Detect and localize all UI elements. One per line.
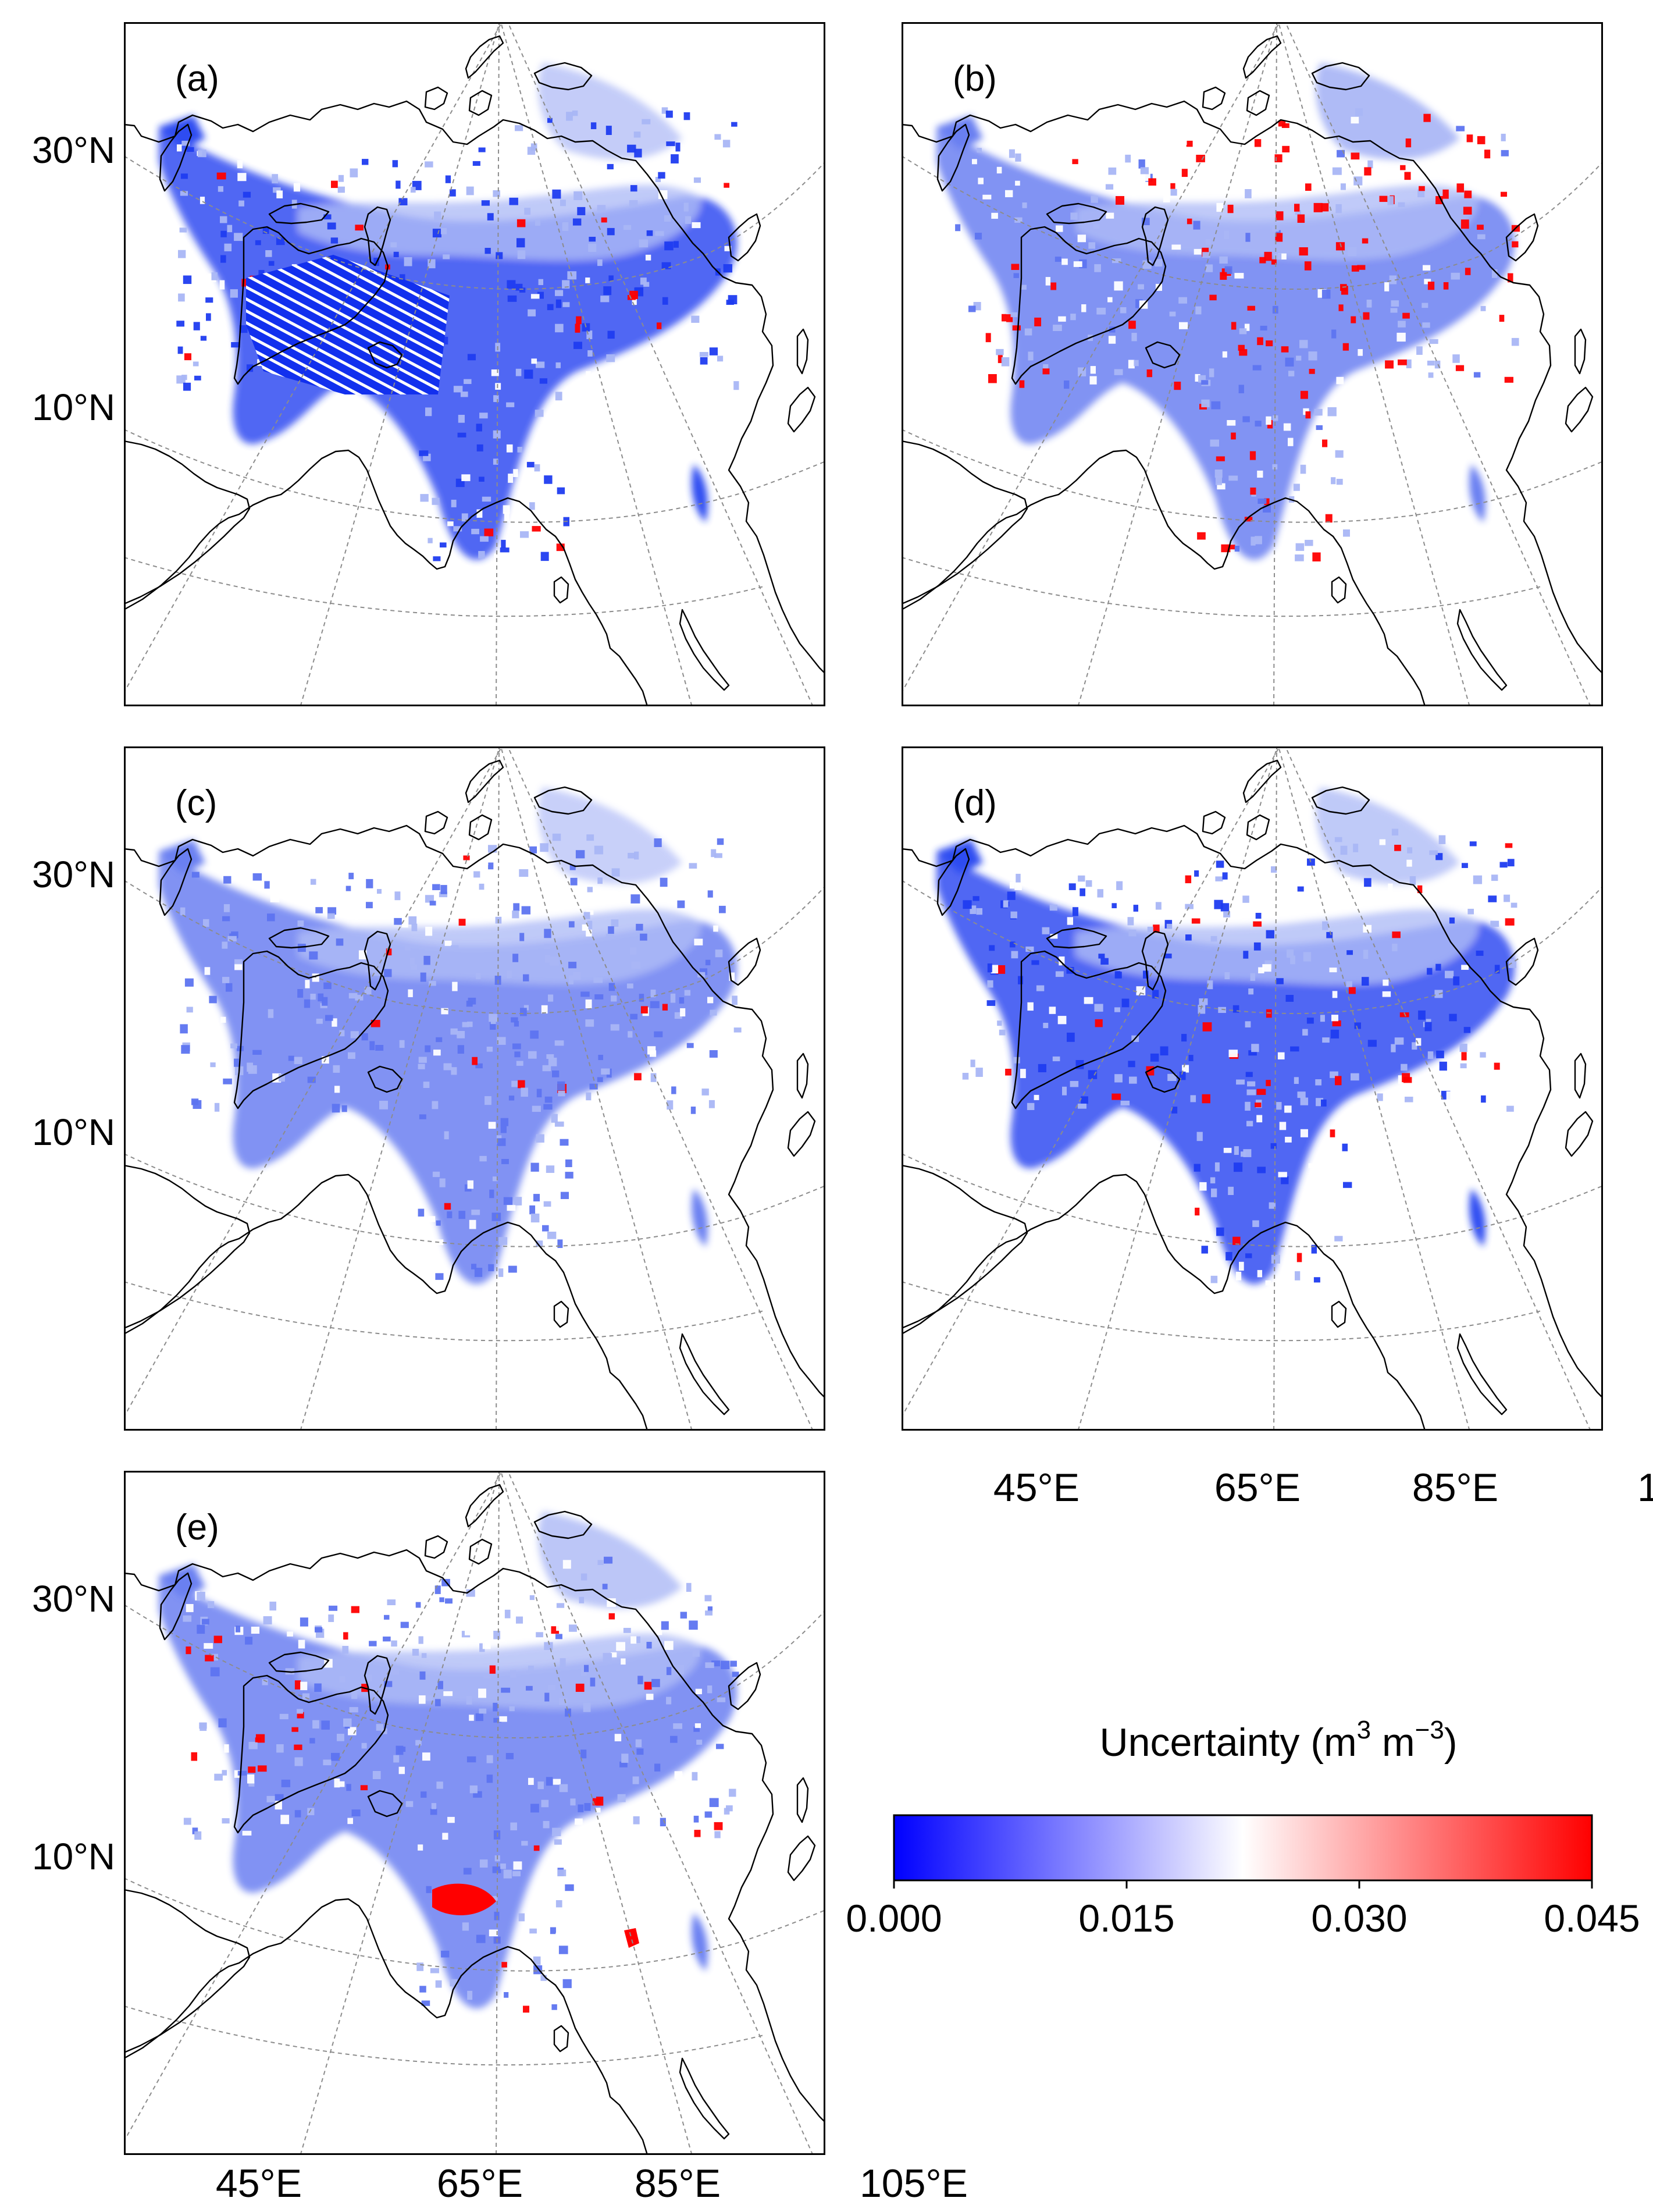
panel-label: (c): [175, 783, 217, 823]
lon-tick-label: 45°E: [993, 1466, 1080, 1510]
lon-tick-label: 85°E: [1412, 1466, 1498, 1510]
graticule: [124, 22, 825, 706]
lon-tick-label: 45°E: [216, 2161, 302, 2206]
lat-tick-label: 10°N: [32, 1111, 115, 1153]
colorbar-title: Uncertainty (m3 m−3): [1100, 1716, 1458, 1765]
satellite-swath-pattern: [246, 255, 450, 394]
lat-tick-label: 10°N: [32, 1836, 115, 1877]
lon-tick-label: 65°E: [1214, 1466, 1301, 1510]
graticule: [124, 746, 825, 1431]
graticule: [124, 1471, 825, 2155]
panel-label: (e): [175, 1507, 219, 1548]
map-panel-d: (d): [902, 746, 1603, 1431]
graticule: [902, 22, 1603, 706]
lat-tick-label: 10°N: [32, 386, 115, 428]
colorbar-tick-label: 0.000: [846, 1897, 942, 1940]
uncertainty-field: [936, 787, 1515, 1285]
colorbar-gradient: [893, 1814, 1593, 1882]
panel-label: (b): [953, 59, 997, 99]
high-uncertainty-patch: [432, 1883, 496, 1915]
coastlines: [902, 759, 1603, 1431]
map-panel-c: (c): [124, 746, 825, 1431]
lon-tick-label: 105°E: [860, 2161, 968, 2206]
graticule: [902, 746, 1603, 1431]
high-uncertainty-patch: [624, 1928, 639, 1948]
uncertainty-pixels: [962, 828, 1517, 1286]
colorbar: Uncertainty (m3 m−3) 0.000 0.015 0.030 0.045: [846, 1716, 1640, 1940]
colorbar-tick-label: 0.045: [1544, 1897, 1640, 1940]
lat-tick-label: 30°N: [32, 1578, 115, 1620]
colorbar-tick-label: 0.015: [1078, 1897, 1174, 1940]
map-frame: [124, 746, 825, 1431]
coastlines: [124, 35, 825, 706]
lat-tick-label: 30°N: [32, 853, 115, 895]
coastlines: [124, 1484, 825, 2155]
uncertainty-pixels: [183, 1556, 741, 2013]
map-panel-b: (b): [902, 22, 1603, 706]
lon-tick-label: 105°E: [1637, 1466, 1653, 1510]
map-frame: [902, 22, 1603, 706]
lon-tick-label: 85°E: [635, 2161, 721, 2206]
panel-label: (d): [953, 783, 997, 823]
map-panel-e: (e): [124, 1471, 825, 2155]
colorbar-tick-label: 0.030: [1311, 1897, 1407, 1940]
map-frame: [124, 22, 825, 706]
panel-label: (a): [175, 59, 219, 99]
map-panel-a: (a): [124, 22, 825, 706]
lon-tick-label: 65°E: [437, 2161, 523, 2206]
coastlines: [124, 759, 825, 1431]
coastlines: [902, 35, 1603, 706]
lat-tick-label: 30°N: [32, 129, 115, 171]
map-frame: [902, 746, 1603, 1431]
map-frame: [124, 1471, 825, 2155]
